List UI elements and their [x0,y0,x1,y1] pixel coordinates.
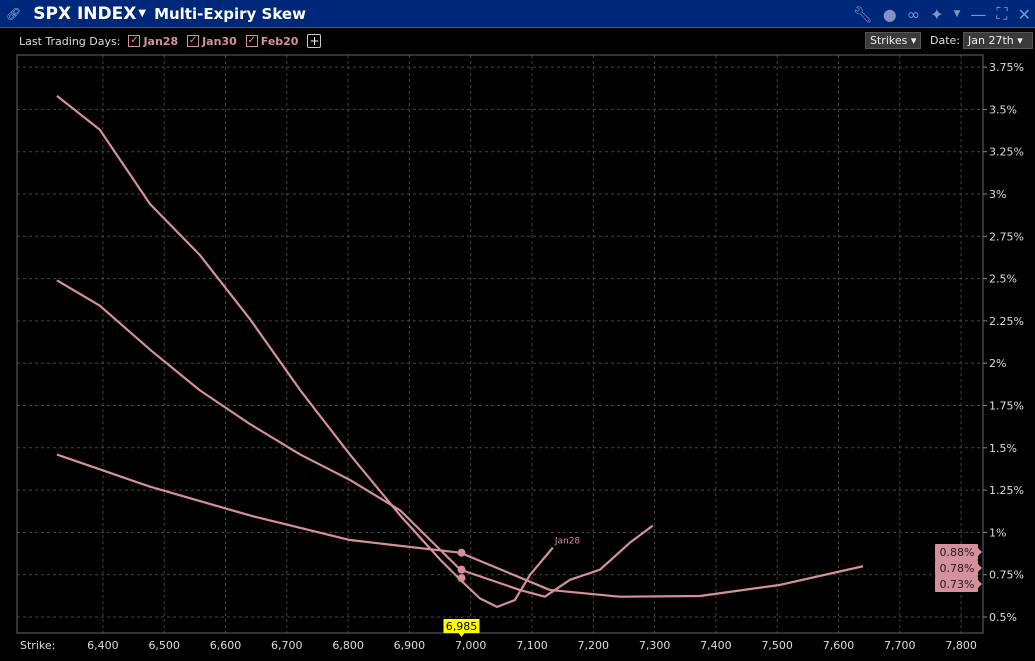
x-tick-label: 7,200 [578,639,610,652]
last-trading-days-label: Last Trading Days: [19,34,121,48]
y-tick-label: 0.75% [989,569,1024,582]
series-line-jan28 [56,95,554,608]
maximize-icon[interactable]: ⛶ [996,4,1008,23]
y-tick-label: 3% [989,188,1006,201]
y-tick-label: 1.25% [989,484,1024,497]
cursor-strike-badge [443,619,480,633]
link-icon[interactable]: 🔗︎ [6,6,22,21]
y-tick-label: 3.75% [989,61,1024,74]
security-name[interactable]: SPX INDEX [33,3,137,24]
checkbox-icon[interactable]: ✓ [187,35,200,47]
x-tick-label: 7,100 [516,639,548,652]
x-tick-label: 6,600 [210,639,242,652]
plot-frame [16,54,984,634]
x-tick-label: 7,600 [823,639,855,652]
date-dropdown[interactable]: Jan 27th ▾ [963,32,1033,49]
pin-dropdown-icon[interactable]: ▼ [953,9,961,19]
cursor-marker-jan30 [457,565,466,574]
y-tick-label: 1.5% [989,442,1017,455]
x-tick-label: 6,400 [87,639,119,652]
x-tick-label: 6,700 [271,639,303,652]
chain-icon[interactable]: ∞ [906,4,921,24]
series-line-feb20 [56,453,864,598]
value-badge [935,576,982,592]
x-tick-label: 7,800 [945,639,977,652]
x-axis-label: Strike: [20,639,55,652]
minimize-icon[interactable]: — [970,4,987,24]
title-bar: 🔗︎ SPX INDEX ▼ Multi-Expiry Skew 🔧︎ ● ∞ … [0,0,1035,28]
x-tick-label: 7,000 [455,639,487,652]
checkbox-icon[interactable]: ✓ [245,35,258,47]
date-label: Date: [930,34,960,47]
strikes-dropdown[interactable]: Strikes ▾ [865,32,922,49]
expiry-checkbox-feb20[interactable]: ✓ Feb20 [245,34,299,48]
y-tick-label: 3.5% [989,103,1017,116]
pin-icon[interactable]: ✦ [930,4,944,24]
series-label: Jan28 [554,537,581,547]
y-tick-label: 0.5% [989,611,1017,624]
y-tick-label: 1% [989,526,1006,539]
expiry-checkbox-jan28[interactable]: ✓ Jan28 [128,34,179,48]
y-tick-label: 2.5% [989,273,1017,286]
y-tick-label: 2.25% [989,315,1024,328]
expiry-checkbox-jan30[interactable]: ✓ Jan30 [187,34,237,48]
checkbox-icon[interactable]: ✓ [128,35,141,47]
value-badge-label: 0.88% [940,546,975,559]
chat-icon[interactable]: ● [882,4,897,24]
security-dropdown-icon[interactable]: ▼ [138,8,147,19]
value-badge [935,544,982,560]
value-badge-label: 0.78% [940,562,975,575]
x-tick-label: 6,900 [394,639,426,652]
close-icon[interactable]: ✕ [1017,4,1031,24]
cursor-strike-label: 6,985 [446,620,478,633]
y-tick-label: 3.25% [989,146,1024,159]
page-title: Multi-Expiry Skew [154,4,306,23]
y-tick-label: 2.75% [989,230,1024,243]
x-tick-label: 7,500 [761,639,793,652]
y-tick-label: 1.75% [989,400,1024,413]
y-tick-label: 2% [989,357,1006,370]
cursor-marker-feb20 [457,548,466,557]
value-badge [935,560,982,576]
cursor-marker-jan28 [457,574,466,583]
x-tick-label: 6,500 [148,639,180,652]
cursor-pointer [458,633,465,637]
x-tick-label: 7,400 [700,639,732,652]
series-line-jan30 [56,279,654,598]
add-expiry-button[interactable]: + [307,34,322,48]
x-tick-label: 7,300 [639,639,671,652]
x-tick-label: 7,700 [884,639,916,652]
value-badge-label: 0.73% [940,578,975,591]
wrench-icon[interactable]: 🔧︎ [852,4,873,24]
x-tick-label: 6,800 [332,639,364,652]
toolbar: Last Trading Days: ✓ Jan28 ✓ Jan30 ✓ Feb20 … [0,30,1035,52]
